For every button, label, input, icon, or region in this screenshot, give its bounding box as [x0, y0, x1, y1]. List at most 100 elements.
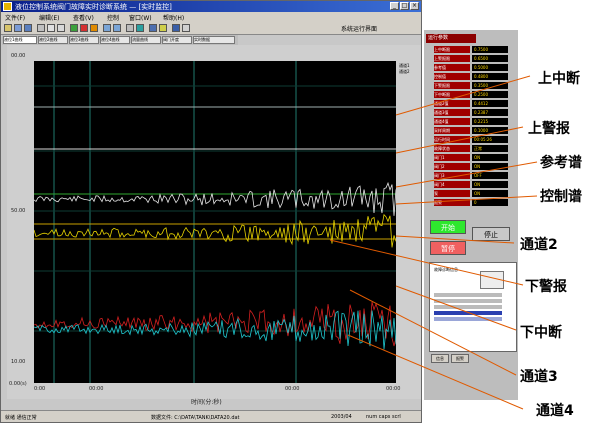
tab-flow[interactable]: 流量曲线: [131, 36, 161, 44]
print-icon[interactable]: [149, 24, 157, 32]
toolbar: 系统运行界面: [1, 22, 421, 35]
open-icon[interactable]: [14, 24, 22, 32]
param-value: 00:05:26: [472, 136, 508, 143]
table-icon[interactable]: [172, 24, 180, 32]
new-icon[interactable]: [4, 24, 12, 32]
param-label: 下中断限: [434, 91, 470, 98]
param-label: 下警报限: [434, 82, 470, 89]
callout-channel4: 通道4: [536, 403, 574, 419]
x-end-label: 00:00: [386, 386, 401, 392]
tab-realtime[interactable]: 实时数据: [193, 36, 235, 44]
status-left: 就绪 通信正常: [5, 415, 37, 421]
plot-grid: [34, 61, 396, 383]
pause-button[interactable]: 暂停: [430, 241, 466, 255]
param-value: ON: [472, 154, 508, 161]
zoom-in-icon[interactable]: [103, 24, 111, 32]
menu-file[interactable]: 文件(F): [5, 15, 26, 22]
x-axis-title: 时间(分:秒): [191, 399, 222, 406]
menu-control[interactable]: 控制: [107, 15, 120, 22]
stop-icon[interactable]: [80, 24, 88, 32]
tab-valve[interactable]: 阀门开度: [162, 36, 192, 44]
app-icon: [3, 2, 12, 11]
y-mid-label: 50.00: [11, 208, 26, 214]
param-value: ON: [472, 163, 508, 170]
toolbar-label: 系统运行界面: [341, 26, 378, 33]
param-label: 上中断限: [434, 46, 470, 53]
list-item[interactable]: [434, 293, 502, 297]
menu-help[interactable]: 帮助(H): [163, 15, 185, 22]
callout-upper-interrupt: 上中断: [538, 71, 580, 87]
title-bar: 液位控制系统阀门故障实时诊断系统 — [实时监控] _ □ ×: [1, 1, 421, 12]
tab-level3[interactable]: 液位3曲线: [69, 36, 99, 44]
param-label: 阀门4: [434, 181, 470, 188]
legend-item: 通道1: [399, 63, 410, 68]
param-label: 通道2值: [434, 100, 470, 107]
stop-button[interactable]: 停止: [472, 227, 510, 241]
help-icon[interactable]: [182, 24, 190, 32]
param-label: 上警报限: [434, 55, 470, 62]
tab-level1[interactable]: 液位1曲线: [3, 36, 37, 44]
pause-icon[interactable]: [90, 24, 98, 32]
chart-icon[interactable]: [136, 24, 144, 32]
param-label: 报警: [434, 199, 470, 206]
param-value: 0: [472, 199, 508, 206]
x-mid-label: 00:00: [89, 386, 104, 392]
channel4-trace: [34, 310, 396, 350]
legend-item: 通道2: [399, 69, 410, 74]
param-value: 0.7500: [472, 46, 508, 53]
save-icon[interactable]: [24, 24, 32, 32]
callout-channel2: 通道2: [520, 237, 558, 253]
param-value: ON: [472, 190, 508, 197]
y-low-label: 10.00: [11, 359, 26, 365]
x-mid2-label: 00:00: [285, 386, 300, 392]
param-value: OFF: [472, 172, 508, 179]
param-value: 0.2500: [472, 91, 508, 98]
param-label: 通道4值: [434, 118, 470, 125]
list-item[interactable]: [434, 299, 502, 303]
cut-icon[interactable]: [37, 24, 45, 32]
param-value: 0.6500: [472, 55, 508, 62]
y-top-label: 00.00: [11, 53, 26, 59]
menu-edit[interactable]: 编辑(E): [39, 15, 60, 22]
param-label: 参考值: [434, 64, 470, 71]
param-value: 0.2215: [472, 118, 508, 125]
menu-view[interactable]: 查看(V): [73, 15, 94, 22]
tab-level2[interactable]: 液位2曲线: [38, 36, 68, 44]
param-label: 采样周期: [434, 127, 470, 134]
status-keys: num caps scrl: [366, 414, 401, 420]
callout-lower-alarm: 下警报: [525, 279, 567, 295]
y-bottom-label: 0.00(s): [9, 381, 27, 387]
tab-alarm[interactable]: 报警: [451, 354, 469, 363]
control-trace: [34, 181, 396, 216]
callout-channel3: 通道3: [520, 369, 558, 385]
tab-info[interactable]: 信息: [431, 354, 449, 363]
signal-traces: [34, 181, 396, 350]
tab-level4[interactable]: 液位4曲线: [100, 36, 130, 44]
param-value: 0.4412: [472, 100, 508, 107]
copy-icon[interactable]: [47, 24, 55, 32]
callout-upper-alarm: 上警报: [528, 121, 570, 137]
param-value: ON: [472, 181, 508, 188]
list-item[interactable]: [434, 317, 502, 321]
minimize-icon[interactable]: _: [390, 2, 399, 10]
param-label: 阀门3: [434, 172, 470, 179]
play-icon[interactable]: [70, 24, 78, 32]
chart-tab-strip: 液位1曲线 液位2曲线 液位3曲线 液位4曲线 流量曲线 阀门开度 实时数据: [2, 35, 238, 45]
menu-window[interactable]: 窗口(W): [129, 15, 152, 22]
close-icon[interactable]: ×: [410, 2, 419, 10]
callout-control: 控制谱: [540, 189, 582, 205]
maximize-icon[interactable]: □: [400, 2, 409, 10]
zoom-out-icon[interactable]: [113, 24, 121, 32]
param-label: 通道3值: [434, 109, 470, 116]
status-file: 数据文件: C:\DATA\TANK\DATA20.dat: [151, 415, 240, 421]
paste-icon[interactable]: [57, 24, 65, 32]
settings-icon[interactable]: [159, 24, 167, 32]
param-value: 0.5000: [472, 64, 508, 71]
reference-lines: [34, 106, 396, 240]
diagnosis-list[interactable]: 故障诊断信息: [429, 262, 517, 352]
list-item[interactable]: [434, 305, 502, 309]
grid-icon[interactable]: [126, 24, 134, 32]
x-start-label: 0:00: [34, 386, 46, 392]
list-item-selected[interactable]: [434, 311, 502, 315]
start-button[interactable]: 开始: [430, 220, 466, 234]
